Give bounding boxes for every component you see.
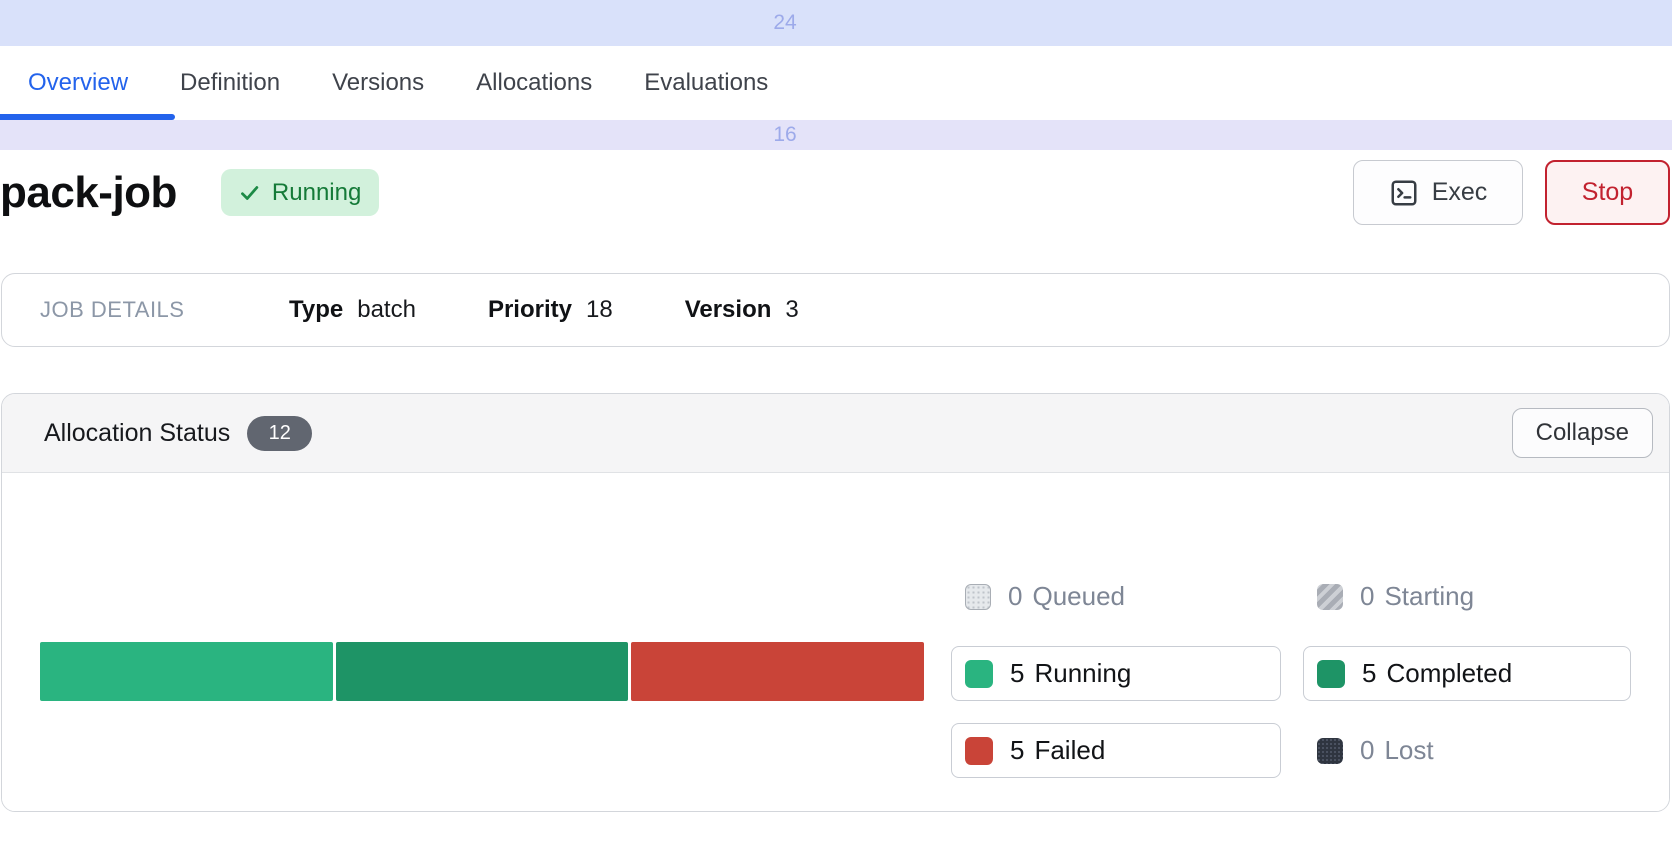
- allocation-status-title: Allocation Status: [44, 418, 231, 447]
- tab-versions[interactable]: Versions: [306, 69, 450, 97]
- job-detail-priority: Priority 18: [488, 296, 613, 324]
- legend-count: 0: [1008, 581, 1023, 611]
- allocation-count-badge: 12: [247, 415, 313, 451]
- tab-allocations[interactable]: Allocations: [450, 69, 618, 97]
- allocation-status-body: 0 Queued 0 Starting 5 Running 5 Complete…: [2, 473, 1669, 811]
- job-detail-version: Version 3: [685, 296, 799, 324]
- check-icon: [240, 185, 259, 200]
- field-label: Type: [289, 296, 344, 323]
- legend-item-completed[interactable]: 5 Completed: [1303, 646, 1631, 701]
- field-value: 3: [785, 296, 799, 323]
- legend-label: Completed: [1386, 658, 1513, 688]
- legend-label: Running: [1034, 658, 1132, 688]
- starting-swatch-icon: [1317, 583, 1343, 610]
- exec-button[interactable]: Exec: [1353, 160, 1523, 225]
- legend-label: Lost: [1384, 735, 1434, 765]
- legend-count: 0: [1360, 581, 1375, 611]
- status-badge: Running: [220, 169, 380, 216]
- collapse-button[interactable]: Collapse: [1511, 408, 1653, 458]
- legend-count: 5: [1010, 735, 1025, 765]
- page-title: pack-job: [0, 167, 177, 217]
- spacing-band-middle: 16: [0, 120, 1672, 150]
- completed-swatch-icon: [1317, 659, 1345, 688]
- legend-count: 5: [1362, 658, 1377, 688]
- field-label: Version: [684, 296, 772, 323]
- job-actions: Exec Stop: [1353, 160, 1670, 225]
- terminal-icon: [1391, 180, 1417, 205]
- job-title-row: pack-job Running Exec Stop: [0, 150, 1672, 273]
- allocation-legend: 0 Queued 0 Starting 5 Running 5 Complete…: [951, 569, 1631, 778]
- tab-definition[interactable]: Definition: [154, 69, 306, 97]
- legend-label: Failed: [1034, 735, 1106, 765]
- allocation-status-panel: Allocation Status 12 Collapse 0 Queued 0…: [1, 393, 1670, 812]
- job-tab-bar: Overview Definition Versions Allocations…: [0, 46, 1672, 120]
- field-value: batch: [357, 296, 416, 323]
- legend-item-starting: 0 Starting: [1303, 569, 1631, 624]
- bar-segment-completed[interactable]: [335, 642, 629, 701]
- stop-button[interactable]: Stop: [1545, 160, 1670, 225]
- allocation-status-header: Allocation Status 12 Collapse: [2, 394, 1669, 473]
- legend-count: 0: [1360, 735, 1375, 765]
- legend-item-failed[interactable]: 5 Failed: [951, 723, 1281, 778]
- queued-swatch-icon: [965, 583, 991, 610]
- active-tab-indicator: [0, 114, 175, 120]
- job-details-label: JOB DETAILS: [40, 297, 185, 322]
- allocation-stacked-bar[interactable]: [40, 642, 925, 701]
- job-details-panel: JOB DETAILS Type batch Priority 18 Versi…: [1, 273, 1670, 347]
- legend-label: Starting: [1384, 581, 1475, 611]
- tab-overview[interactable]: Overview: [2, 69, 154, 97]
- spacing-band-top: 24: [0, 0, 1672, 46]
- tab-evaluations[interactable]: Evaluations: [618, 69, 794, 97]
- legend-count: 5: [1010, 658, 1025, 688]
- lost-swatch-icon: [1317, 737, 1343, 764]
- bar-segment-running[interactable]: [40, 642, 333, 701]
- running-swatch-icon: [965, 659, 993, 688]
- spacing-value-top: 24: [773, 11, 797, 34]
- legend-item-queued: 0 Queued: [951, 569, 1281, 624]
- exec-button-label: Exec: [1431, 178, 1488, 206]
- spacing-value-middle: 16: [773, 123, 797, 146]
- field-label: Priority: [487, 296, 572, 323]
- legend-label: Queued: [1032, 581, 1125, 611]
- job-detail-type: Type batch: [289, 296, 416, 324]
- status-badge-label: Running: [271, 178, 362, 206]
- bar-segment-failed[interactable]: [631, 642, 925, 701]
- legend-item-lost: 0 Lost: [1303, 723, 1631, 778]
- legend-item-running[interactable]: 5 Running: [951, 646, 1281, 701]
- field-value: 18: [585, 296, 613, 323]
- failed-swatch-icon: [965, 736, 993, 765]
